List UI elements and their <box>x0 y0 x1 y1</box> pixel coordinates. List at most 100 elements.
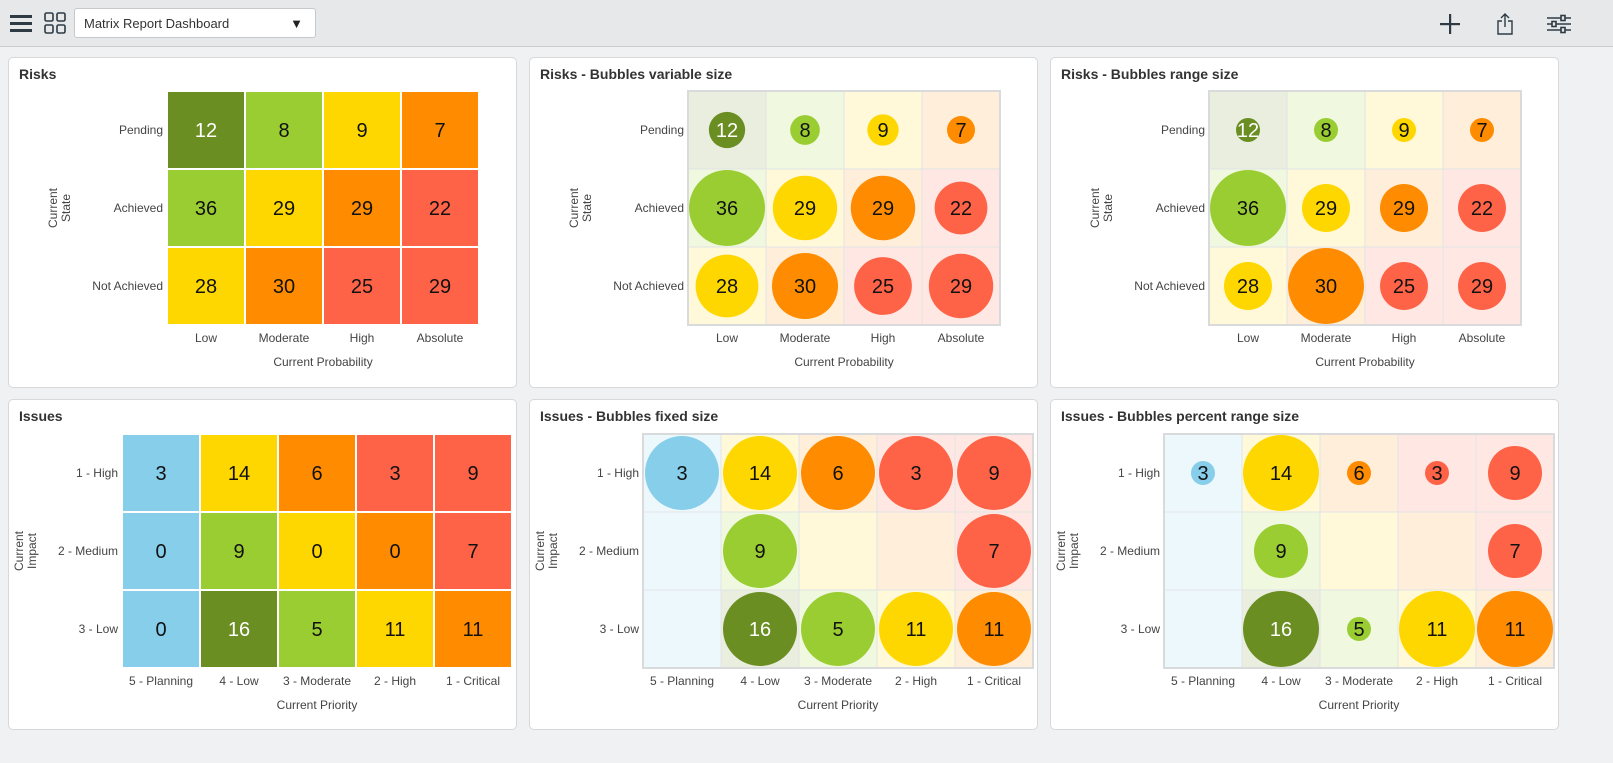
bubble[interactable] <box>1243 591 1319 667</box>
y-axis-title: Current <box>567 187 581 228</box>
bubble[interactable] <box>879 436 953 510</box>
bubble[interactable] <box>1224 262 1272 310</box>
bubble[interactable] <box>1458 184 1506 232</box>
bubble[interactable] <box>1347 461 1371 485</box>
matrix-cell[interactable] <box>199 589 279 669</box>
matrix-cell[interactable] <box>400 90 480 170</box>
bubble[interactable] <box>1302 184 1350 232</box>
bubble[interactable] <box>1314 118 1338 142</box>
bubble[interactable] <box>1288 248 1364 324</box>
matrix-cell[interactable] <box>642 511 722 591</box>
matrix-cell[interactable] <box>876 511 956 591</box>
cell-value: 8 <box>278 120 289 142</box>
bubble[interactable] <box>790 115 820 145</box>
matrix-cell[interactable] <box>244 246 324 326</box>
cell-value: 6 <box>311 463 322 485</box>
cell-value: 29 <box>1393 198 1415 220</box>
bubble[interactable] <box>1210 170 1286 246</box>
bubble[interactable] <box>1254 524 1308 578</box>
bubble[interactable] <box>1425 461 1449 485</box>
bubble[interactable] <box>934 181 988 235</box>
matrix-cell[interactable] <box>121 511 201 591</box>
matrix-cell[interactable] <box>433 589 513 669</box>
report-panel: Risks Pending 12 8 9 7 Achieved 36 29 29 22 Not Ach… <box>8 57 517 388</box>
matrix-cell[interactable] <box>322 90 402 170</box>
matrix-cell[interactable] <box>121 589 201 669</box>
cell-value: 16 <box>228 619 250 641</box>
matrix-cell[interactable] <box>1163 589 1243 669</box>
bubble[interactable] <box>957 436 1031 510</box>
bubble[interactable] <box>1236 118 1260 142</box>
column-label: 5 - Planning <box>129 674 193 688</box>
bubble[interactable] <box>928 253 994 319</box>
column-label: 4 - Low <box>1261 674 1301 688</box>
panel-title: Issues - Bubbles percent range size <box>1061 408 1300 424</box>
bubble[interactable] <box>723 514 797 588</box>
dashboard-select[interactable]: Matrix Report Dashboard ▼ <box>74 8 316 38</box>
matrix-cell[interactable] <box>277 511 357 591</box>
cell-value: 30 <box>794 276 816 298</box>
matrix-cell[interactable] <box>433 511 513 591</box>
matrix-cell[interactable] <box>244 168 324 248</box>
matrix-cell[interactable] <box>277 433 357 513</box>
matrix-cell[interactable] <box>355 511 435 591</box>
bubble[interactable] <box>708 111 746 149</box>
bubble[interactable] <box>947 116 975 144</box>
bubble[interactable] <box>1380 184 1428 232</box>
bubble[interactable] <box>957 592 1031 666</box>
bubble[interactable] <box>1243 435 1319 511</box>
bubble[interactable] <box>854 257 912 315</box>
bubble[interactable] <box>771 252 839 320</box>
cell-value: 5 <box>311 619 322 641</box>
sliders-icon[interactable] <box>1546 12 1572 36</box>
cell-value: 14 <box>228 463 250 485</box>
cell-value: 22 <box>429 198 451 220</box>
bubble[interactable] <box>1477 591 1553 667</box>
bubble[interactable] <box>695 254 759 318</box>
bubble[interactable] <box>1191 461 1215 485</box>
bubble[interactable] <box>801 436 875 510</box>
matrix-cell[interactable] <box>1397 511 1477 591</box>
bubble[interactable] <box>879 592 953 666</box>
bubble[interactable] <box>1470 118 1494 142</box>
bubble[interactable] <box>1347 617 1371 641</box>
bubble[interactable] <box>801 592 875 666</box>
matrix-cell[interactable] <box>199 511 279 591</box>
x-axis-title: Current Probability <box>273 355 372 369</box>
bubble[interactable] <box>772 175 838 241</box>
matrix-cell[interactable] <box>400 246 480 326</box>
bubble[interactable] <box>1399 591 1475 667</box>
matrix-cell[interactable] <box>355 589 435 669</box>
plus-icon[interactable] <box>1438 12 1462 36</box>
share-icon[interactable] <box>1493 11 1517 37</box>
matrix-cell[interactable] <box>642 589 722 669</box>
bubble[interactable] <box>1488 446 1542 500</box>
matrix-cell[interactable] <box>244 90 324 170</box>
bubble[interactable] <box>723 592 797 666</box>
bubble[interactable] <box>1380 262 1428 310</box>
column-label: Absolute <box>417 331 464 345</box>
menu-icon[interactable] <box>8 11 34 35</box>
bubble[interactable] <box>1458 262 1506 310</box>
matrix-cell[interactable] <box>1163 511 1243 591</box>
bubble[interactable] <box>645 436 719 510</box>
bubble[interactable] <box>867 114 899 146</box>
bubble[interactable] <box>689 170 765 246</box>
matrix-cell[interactable] <box>166 246 246 326</box>
grid-icon[interactable] <box>43 11 67 35</box>
matrix-cell[interactable] <box>121 433 201 513</box>
bubble[interactable] <box>1392 118 1416 142</box>
matrix-chart: Pending 12 8 9 7 Achieved 36 29 29 22 Not Achieved… <box>567 90 1001 369</box>
report-panel: Issues - Bubbles percent range size 1 - H… <box>1050 399 1559 730</box>
matrix-cell[interactable] <box>1319 511 1399 591</box>
matrix-cell[interactable] <box>798 511 878 591</box>
bubble[interactable] <box>850 175 916 241</box>
matrix-cell[interactable] <box>322 168 402 248</box>
bubble[interactable] <box>1488 524 1542 578</box>
matrix-cell[interactable] <box>277 589 357 669</box>
bubble[interactable] <box>723 436 797 510</box>
matrix-cell[interactable] <box>355 433 435 513</box>
matrix-cell[interactable] <box>322 246 402 326</box>
bubble[interactable] <box>957 514 1031 588</box>
cell-value: 29 <box>351 198 373 220</box>
